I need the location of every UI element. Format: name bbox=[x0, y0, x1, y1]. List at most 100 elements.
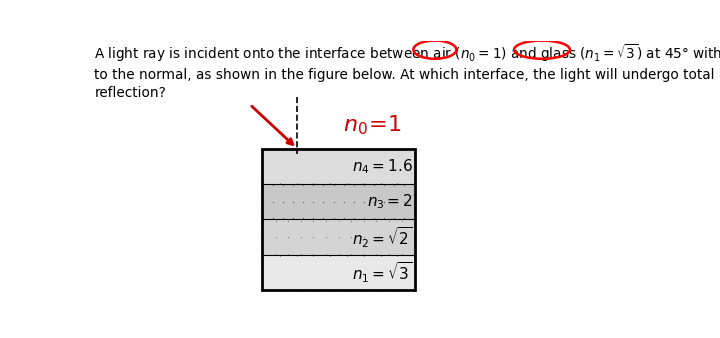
Point bbox=[368, 216, 379, 221]
Point bbox=[318, 199, 329, 204]
Point bbox=[277, 183, 289, 188]
Point bbox=[341, 286, 353, 292]
Point bbox=[408, 183, 420, 188]
Point bbox=[388, 183, 400, 188]
Point bbox=[358, 251, 369, 256]
Point bbox=[338, 216, 349, 221]
Bar bbox=[262, 149, 415, 184]
Point bbox=[267, 216, 279, 221]
Point bbox=[257, 218, 269, 223]
Point bbox=[358, 180, 369, 186]
Point bbox=[341, 147, 353, 152]
Point bbox=[408, 147, 420, 152]
Point bbox=[333, 251, 344, 256]
Point bbox=[338, 199, 349, 204]
Point bbox=[392, 254, 403, 259]
Bar bbox=[262, 219, 415, 255]
Point bbox=[408, 199, 420, 204]
Point bbox=[297, 183, 309, 188]
Text: $n_0\!=\!1$: $n_0\!=\!1$ bbox=[343, 113, 402, 137]
Point bbox=[358, 183, 369, 188]
Point bbox=[274, 254, 286, 259]
Point bbox=[396, 251, 408, 256]
Point bbox=[378, 216, 390, 221]
Point bbox=[277, 216, 289, 221]
Point bbox=[371, 235, 382, 240]
Point bbox=[291, 180, 302, 186]
Point bbox=[257, 147, 269, 152]
Point bbox=[398, 183, 410, 188]
Point bbox=[348, 199, 359, 204]
Point bbox=[375, 147, 387, 152]
Point bbox=[378, 199, 390, 204]
Point bbox=[295, 218, 307, 223]
Point bbox=[320, 251, 332, 256]
Text: $n_1 = \sqrt{3}$: $n_1 = \sqrt{3}$ bbox=[352, 260, 413, 285]
Point bbox=[320, 218, 332, 223]
Point bbox=[341, 254, 353, 259]
Point bbox=[307, 199, 319, 204]
Point bbox=[320, 235, 332, 240]
Point bbox=[368, 199, 379, 204]
Point bbox=[307, 251, 319, 256]
Point bbox=[346, 218, 357, 223]
Point bbox=[270, 218, 282, 223]
Point bbox=[307, 235, 319, 240]
Point bbox=[291, 286, 302, 292]
Bar bbox=[262, 255, 415, 290]
Point bbox=[408, 251, 420, 256]
Point bbox=[287, 216, 299, 221]
Point bbox=[267, 199, 279, 204]
Point bbox=[333, 235, 344, 240]
Point bbox=[307, 180, 319, 186]
Point bbox=[408, 180, 420, 186]
Point bbox=[325, 180, 336, 186]
Point bbox=[307, 147, 319, 152]
Point bbox=[408, 218, 420, 223]
Point bbox=[408, 235, 420, 240]
Point bbox=[398, 216, 410, 221]
Point bbox=[408, 254, 420, 259]
Point bbox=[375, 286, 387, 292]
Point bbox=[325, 147, 336, 152]
Point bbox=[371, 218, 382, 223]
Point bbox=[277, 199, 289, 204]
Bar bbox=[262, 149, 415, 290]
Text: $n_3 = 2$: $n_3 = 2$ bbox=[366, 192, 413, 211]
Point bbox=[291, 147, 302, 152]
Point bbox=[257, 199, 269, 204]
Point bbox=[328, 199, 339, 204]
Point bbox=[274, 147, 286, 152]
Point bbox=[274, 180, 286, 186]
Point bbox=[338, 183, 349, 188]
Point bbox=[287, 183, 299, 188]
Point bbox=[297, 199, 309, 204]
Point bbox=[408, 216, 420, 221]
Point bbox=[257, 251, 269, 256]
Point bbox=[392, 286, 403, 292]
Point bbox=[392, 180, 403, 186]
Point bbox=[257, 183, 269, 188]
Bar bbox=[262, 184, 415, 219]
Point bbox=[257, 286, 269, 292]
Point bbox=[287, 199, 299, 204]
Point bbox=[282, 218, 294, 223]
Point bbox=[358, 147, 369, 152]
Point bbox=[396, 235, 408, 240]
Point bbox=[282, 251, 294, 256]
Point bbox=[295, 251, 307, 256]
Point bbox=[341, 180, 353, 186]
Point bbox=[270, 235, 282, 240]
Point bbox=[383, 235, 395, 240]
Point bbox=[307, 254, 319, 259]
Point bbox=[270, 251, 282, 256]
Point bbox=[358, 216, 369, 221]
Point bbox=[388, 199, 400, 204]
Text: A light ray is incident onto the interface between air $(n_0 = 1)$ and glass $(n: A light ray is incident onto the interfa… bbox=[94, 42, 720, 100]
Point bbox=[348, 183, 359, 188]
Point bbox=[282, 235, 294, 240]
Point bbox=[257, 235, 269, 240]
Point bbox=[383, 251, 395, 256]
Point bbox=[257, 216, 269, 221]
Point bbox=[346, 251, 357, 256]
